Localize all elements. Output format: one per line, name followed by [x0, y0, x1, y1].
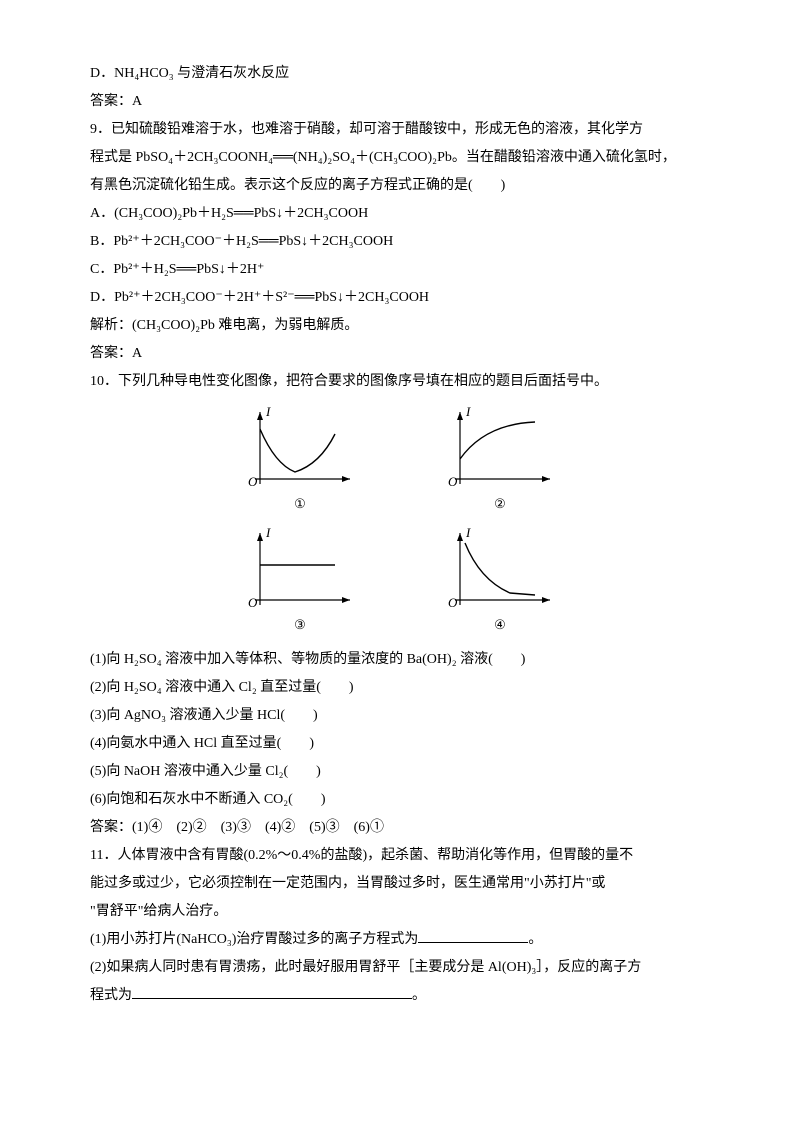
graph-2-wrap: I O ②: [440, 404, 560, 517]
q11-sub-1b: 。: [528, 932, 542, 947]
graph-2: I O: [440, 404, 560, 489]
q10-stem: 10．下列几种导电性变化图像，把符合要求的图像序号填在相应的题目后面括号中。: [90, 368, 710, 396]
q11-stem-3: "胃舒平"给病人治疗。: [90, 898, 710, 926]
graph-4: I O: [440, 525, 560, 610]
q9-answer: 答案：A: [90, 340, 710, 368]
svg-text:O: O: [448, 474, 458, 489]
q10-sub-3: (3)向 AgNO₃ 溶液通入少量 HCl( ): [90, 702, 710, 730]
q8-answer: 答案：A: [90, 88, 710, 116]
graph-1-label: ①: [294, 491, 306, 517]
graph-3: I O: [240, 525, 360, 610]
q9-stem-1: 9．已知硫酸铅难溶于水，也难溶于硝酸，却可溶于醋酸铵中，形成无色的溶液，其化学方: [90, 116, 710, 144]
q10-sub-1: (1)向 H₂SO₄ 溶液中加入等体积、等物质的量浓度的 Ba(OH)₂ 溶液(…: [90, 646, 710, 674]
q11-sub-1a: (1)用小苏打片(NaHCO₃)治疗胃酸过多的离子方程式为: [90, 932, 418, 947]
q11-sub-2c: 。: [412, 988, 426, 1003]
q10-sub-6: (6)向饱和石灰水中不断通入 CO₂( ): [90, 786, 710, 814]
graph-4-label: ④: [494, 612, 506, 638]
q9-explain: 解析：(CH₃COO)₂Pb 难电离，为弱电解质。: [90, 312, 710, 340]
graphs-row-1: I O ① I O ②: [90, 404, 710, 517]
svg-text:O: O: [248, 595, 258, 610]
graph-3-wrap: I O ③: [240, 525, 360, 638]
q9-opt-d: D．Pb²⁺＋2CH₃COO⁻＋2H⁺＋S²⁻══PbS↓＋2CH₃COOH: [90, 284, 710, 312]
q8-opt-d: D．NH₄HCO₃ 与澄清石灰水反应: [90, 60, 710, 88]
graph-2-label: ②: [494, 491, 506, 517]
svg-text:I: I: [465, 404, 471, 419]
svg-text:I: I: [265, 525, 271, 540]
svg-text:O: O: [448, 595, 458, 610]
graph-1: I O: [240, 404, 360, 489]
q10-sub-5: (5)向 NaOH 溶液中通入少量 Cl₂( ): [90, 758, 710, 786]
q11-sub-1: (1)用小苏打片(NaHCO₃)治疗胃酸过多的离子方程式为 。: [90, 926, 710, 954]
q9-opt-c: C．Pb²⁺＋H₂S══PbS↓＋2H⁺: [90, 256, 710, 284]
svg-text:O: O: [248, 474, 258, 489]
graph-3-label: ③: [294, 612, 306, 638]
q10-sub-2: (2)向 H₂SO₄ 溶液中通入 Cl₂ 直至过量( ): [90, 674, 710, 702]
graph-4-wrap: I O ④: [440, 525, 560, 638]
q11-stem-2: 能过多或过少，它必须控制在一定范围内，当胃酸过多时，医生通常用"小苏打片"或: [90, 870, 710, 898]
q9-stem-3: 有黑色沉淀硫化铅生成。表示这个反应的离子方程式正确的是( ): [90, 172, 710, 200]
graphs-row-2: I O ③ I O ④: [90, 525, 710, 638]
blank-1: [418, 928, 528, 943]
q9-stem-2: 程式是 PbSO₄＋2CH₃COONH₄══(NH₄)₂SO₄＋(CH₃COO)…: [90, 144, 710, 172]
graph-1-wrap: I O ①: [240, 404, 360, 517]
q11-sub-2a: (2)如果病人同时患有胃溃疡，此时最好服用胃舒平［主要成分是 Al(OH)₃］，…: [90, 954, 710, 982]
q9-opt-a: A．(CH₃COO)₂Pb＋H₂S══PbS↓＋2CH₃COOH: [90, 200, 710, 228]
q11-sub-2b: 程式为: [90, 988, 132, 1003]
svg-text:I: I: [265, 404, 271, 419]
q11-stem-1: 11．人体胃液中含有胃酸(0.2%～0.4%的盐酸)，起杀菌、帮助消化等作用，但…: [90, 842, 710, 870]
blank-2: [132, 984, 412, 999]
q11-sub-2b-line: 程式为 。: [90, 982, 710, 1010]
q10-answer: 答案：(1)④ (2)② (3)③ (4)② (5)③ (6)①: [90, 814, 710, 842]
svg-text:I: I: [465, 525, 471, 540]
q9-opt-b: B．Pb²⁺＋2CH₃COO⁻＋H₂S══PbS↓＋2CH₃COOH: [90, 228, 710, 256]
q10-sub-4: (4)向氨水中通入 HCl 直至过量( ): [90, 730, 710, 758]
